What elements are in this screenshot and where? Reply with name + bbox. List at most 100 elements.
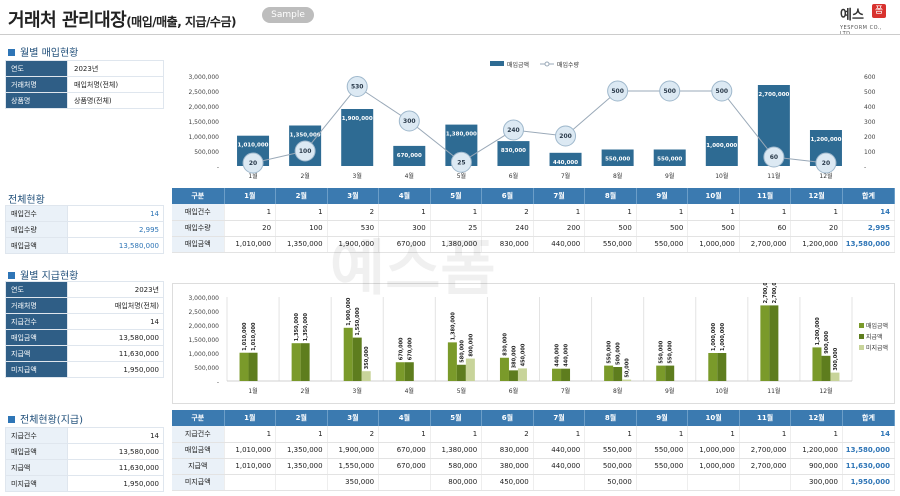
table-cell: 670,000 <box>378 458 431 475</box>
table-cell: 1 <box>275 426 328 443</box>
line-point <box>763 146 785 168</box>
table-cell: 830,000 <box>481 236 534 253</box>
kv-row: 지급건수 14 <box>5 313 164 330</box>
column-header: 3월 <box>327 410 380 426</box>
kv-row: 거래처명 매입처명(전체) <box>5 297 164 314</box>
table-cell: 14 <box>842 426 896 443</box>
point-data-label: 20 <box>249 160 257 167</box>
kv-row: 매입금액 13,580,000 <box>5 237 164 254</box>
x-tick-label: 5월 <box>457 172 466 180</box>
table-cell: 500 <box>636 220 689 237</box>
kv-label: 지급액 <box>5 345 68 362</box>
section-monthly-purchase: 월별 매입현황 <box>8 44 78 59</box>
table-cell: 1,200,000 <box>790 236 843 253</box>
point-data-label: 200 <box>559 133 572 140</box>
summary-table-1: 매입건수 14 매입수량 2,995 매입금액 13,580,000 <box>5 205 164 254</box>
bar <box>821 355 831 381</box>
kv-value: 14 <box>67 427 164 444</box>
y2-tick-label: 600 <box>864 74 876 81</box>
x-tick-label: 6월 <box>509 387 518 395</box>
table-cell: 1,000,000 <box>687 236 740 253</box>
bar-data-label: 1,010,000 <box>251 322 257 351</box>
table-cell: 25 <box>430 220 483 237</box>
y-tick-label: 500,000 <box>194 149 219 156</box>
bar <box>561 368 571 381</box>
bar <box>465 358 475 381</box>
bar-data-label: 900,000 <box>824 331 830 354</box>
table-cell: 2 <box>327 204 380 221</box>
x-tick-label: 7월 <box>561 387 570 395</box>
bar-data-label: 1,000,000 <box>711 322 717 351</box>
table-cell: 1 <box>378 426 431 443</box>
kv-label: 연도 <box>5 281 68 298</box>
bar-data-label: 1,380,000 <box>450 312 456 341</box>
table-cell: 440,000 <box>533 458 586 475</box>
section-monthly-payment: 월별 지급현황 <box>8 267 78 282</box>
kv-value: 2023년 <box>67 60 164 77</box>
table-cell: 13,580,000 <box>842 442 896 459</box>
bar-data-label: 500,000 <box>616 342 622 365</box>
column-header: 합계 <box>842 188 896 204</box>
bar <box>343 327 353 381</box>
table-cell: 2 <box>481 426 534 443</box>
kv-value: 11,630,000 <box>67 459 164 476</box>
line-point <box>242 152 264 174</box>
x-tick-label: 7월 <box>561 172 570 180</box>
y-tick-label: 2,000,000 <box>188 323 219 330</box>
watermark: 예스폼 <box>330 234 496 304</box>
y-tick-label: 3,000,000 <box>188 74 219 81</box>
bar-data-label: 1,900,000 <box>346 297 352 326</box>
kv-label: 연도 <box>5 60 68 77</box>
bar <box>830 372 840 381</box>
x-tick-label: 8월 <box>613 172 622 180</box>
bar-data-label: 1,900,000 <box>342 116 373 122</box>
kv-value: 매입처명(전체) <box>67 76 164 93</box>
table-cell: 2 <box>327 426 380 443</box>
table-cell: 매입금액 <box>172 236 225 253</box>
table-cell: 1,350,000 <box>275 442 328 459</box>
kv-label: 거래처명 <box>5 297 68 314</box>
logo-badge: 폼 <box>872 4 886 18</box>
table-cell: 1 <box>430 426 483 443</box>
table-cell: 지급건수 <box>172 426 225 443</box>
table-cell: 지급액 <box>172 458 225 475</box>
bar-data-label: 580,000 <box>459 339 465 362</box>
x-tick-label: 12월 <box>819 172 832 180</box>
x-tick-label: 3월 <box>353 387 362 395</box>
column-header: 2월 <box>275 188 328 204</box>
y-tick-label: 1,000,000 <box>188 351 219 358</box>
point-data-label: 60 <box>770 154 778 161</box>
bar-data-label: 1,350,000 <box>303 313 309 342</box>
y-tick-label: 2,500,000 <box>188 89 219 96</box>
bar <box>300 343 310 381</box>
bar-data-label: 800,000 <box>468 333 474 356</box>
table-cell <box>275 474 328 491</box>
column-header: 1월 <box>224 188 277 204</box>
column-header: 3월 <box>327 188 380 204</box>
bar-data-label: 550,000 <box>668 340 674 363</box>
bar-data-label: 300,000 <box>833 347 839 370</box>
table-cell: 1,900,000 <box>327 442 380 459</box>
title-main: 거래처 관리대장 <box>8 10 127 31</box>
x-tick-label: 10월 <box>715 172 728 180</box>
logo-text: 예스 <box>840 8 864 23</box>
bar <box>404 362 414 381</box>
bar <box>613 367 623 381</box>
bar <box>769 305 779 381</box>
table-cell: 1,010,000 <box>224 458 277 475</box>
table-cell <box>739 474 792 491</box>
table-cell: 670,000 <box>378 236 431 253</box>
table-cell: 530 <box>327 220 380 237</box>
column-header: 7월 <box>533 188 586 204</box>
bar-data-label: 550,000 <box>607 340 613 363</box>
kv-row: 매입금액 13,580,000 <box>5 443 164 460</box>
table-row: 매입금액 1,010,000 1,350,000 1,900,000 670,000 1,… <box>172 236 896 253</box>
filter-table-2: 연도 2023년 거래처명 매입처명(전체) 지급건수 14 매입금액 13,580,000 지… <box>5 281 164 378</box>
bar <box>291 343 301 381</box>
bar <box>341 109 374 166</box>
table-cell: 800,000 <box>430 474 483 491</box>
bar <box>656 365 666 381</box>
legend-swatch <box>859 334 864 339</box>
table-cell: 830,000 <box>481 442 534 459</box>
x-tick-label: 2월 <box>300 172 309 180</box>
